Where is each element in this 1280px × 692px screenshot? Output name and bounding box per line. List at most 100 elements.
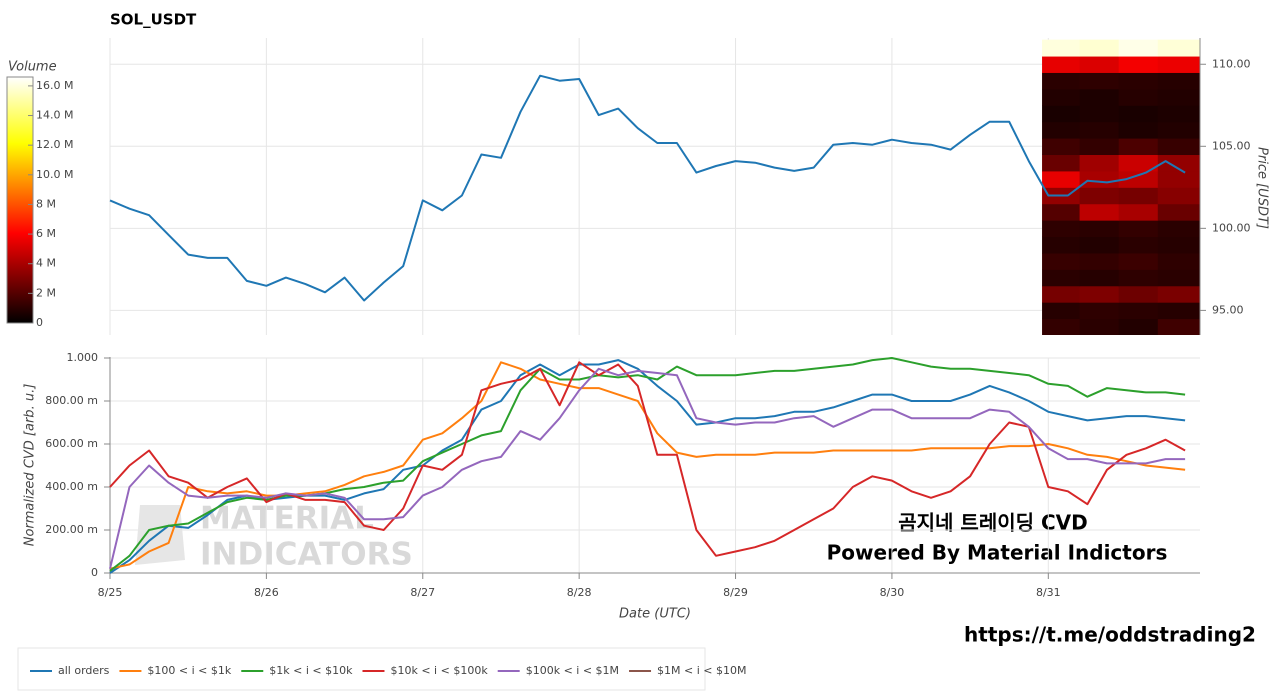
heatmap-cell [1118,285,1159,303]
heatmap-cell [1042,56,1081,73]
legend-label: $100k < i < $1M [526,664,619,677]
heatmap-cell [1118,203,1159,221]
y-axis-label: Price [USDT] [1255,147,1270,229]
heatmap-cell [1118,105,1159,123]
heatmap-cell [1118,220,1159,238]
heatmap-cell [1118,269,1159,287]
heatmap-cell [1042,138,1081,156]
colorbar-tick-label: 16.0 M [36,79,73,92]
x-axis-label: Date (UTC) [619,607,691,622]
heatmap-cell [1118,39,1159,57]
heatmap-cell [1157,88,1200,106]
heatmap-cell [1079,88,1120,106]
heatmap-cell [1079,236,1120,254]
y-tick-label: 105.00 [1212,139,1251,152]
legend-label: $1k < i < $10k [269,664,353,677]
colorbar-title: Volume [8,60,57,75]
heatmap-cell [1157,170,1200,188]
heatmap-cell [1118,170,1159,188]
y-axis-label: Normalized CVD [arb. u.] [23,384,38,547]
heatmap-cell [1118,121,1159,139]
colorbar-tick-label: 10.0 M [36,168,73,181]
heatmap-cell [1079,56,1120,73]
y-tick-label: 100.00 [1212,221,1251,234]
x-tick-label: 8/26 [254,586,279,599]
series-line [109,357,1186,572]
watermark: MATERIAL INDICATORS [135,501,413,573]
colorbar-tick-label: 0 [36,316,43,329]
series-line [109,367,1186,569]
heatmap-cell [1118,252,1159,270]
legend-label: $1M < i < $10M [657,664,746,677]
heatmap-cell [1157,154,1200,172]
heatmap-cell [1042,88,1081,106]
chart-title: SOL_USDT [110,11,197,29]
heatmap-cell [1079,187,1120,205]
heatmap-cell [1118,138,1159,156]
heatmap-cell [1042,154,1081,172]
heatmap-cell [1079,138,1120,156]
heatmap-cell [1079,302,1120,320]
legend-label: $10k < i < $100k [390,664,488,677]
colorbar-tick-label: 4 M [36,257,56,270]
x-tick-label: 8/30 [880,586,905,599]
heatmap-cell [1042,236,1081,254]
heatmap-cell [1157,138,1200,156]
heatmap-cell [1157,220,1200,238]
heatmap-cell [1157,203,1200,221]
heatmap-cell [1118,56,1159,73]
y-tick-label: 1.000 [67,351,99,364]
heatmap-cell [1157,285,1200,303]
heatmap-cell [1079,252,1120,270]
heatmap-cell [1079,269,1120,287]
y-tick-label: 200.00 m [45,523,98,536]
heatmap-cell [1118,187,1159,205]
heatmap-cell [1042,269,1081,287]
heatmap-cell [1157,269,1200,287]
legend-label: $100 < i < $1k [147,664,231,677]
heatmap-cell [1157,252,1200,270]
caption: 곰지네 트레이딩 CVD [898,511,1087,535]
heatmap-cell [1079,285,1120,303]
heatmap-cell [1042,203,1081,221]
y-tick-label: 0 [91,566,98,579]
colorbar-tick-label: 14.0 M [36,109,73,122]
colorbar [6,76,34,324]
heatmap-cell [1042,302,1081,320]
heatmap-cell [1157,236,1200,254]
heatmap-cell [1157,121,1200,139]
heatmap-cell [1042,220,1081,238]
heatmap-cell [1118,72,1159,90]
heatmap-cell [1042,121,1081,139]
heatmap-cell [1079,203,1120,221]
heatmap-cell [1118,88,1159,106]
x-tick-label: 8/29 [723,586,748,599]
heatmap-cell [1157,56,1200,73]
heatmap-cell [1157,318,1200,335]
heatmap-cell [1042,72,1081,90]
legend [17,647,706,691]
x-tick-label: 8/28 [567,586,592,599]
y-tick-label: 600.00 m [45,437,98,450]
heatmap-cell [1042,170,1081,188]
series-line [109,74,1186,302]
heatmap-cell [1042,105,1081,123]
heatmap [1042,39,1200,335]
heatmap-cell [1079,154,1120,172]
heatmap-cell [1079,72,1120,90]
heatmap-cell [1079,170,1120,188]
y-tick-label: 95.00 [1212,303,1244,316]
caption: Powered By Material Indictors [827,541,1168,565]
heatmap-cell [1118,236,1159,254]
heatmap-cell [1157,105,1200,123]
x-tick-label: 8/31 [1036,586,1061,599]
x-tick-label: 8/25 [98,586,123,599]
link: https://t.me/oddstrading2 [964,623,1256,647]
heatmap-cell [1042,318,1081,335]
y-tick-label: 800.00 m [45,394,98,407]
heatmap-cell [1118,318,1159,335]
watermark-logo [135,505,185,565]
heatmap-cell [1042,285,1081,303]
colorbar-tick-label: 12.0 M [36,138,73,151]
